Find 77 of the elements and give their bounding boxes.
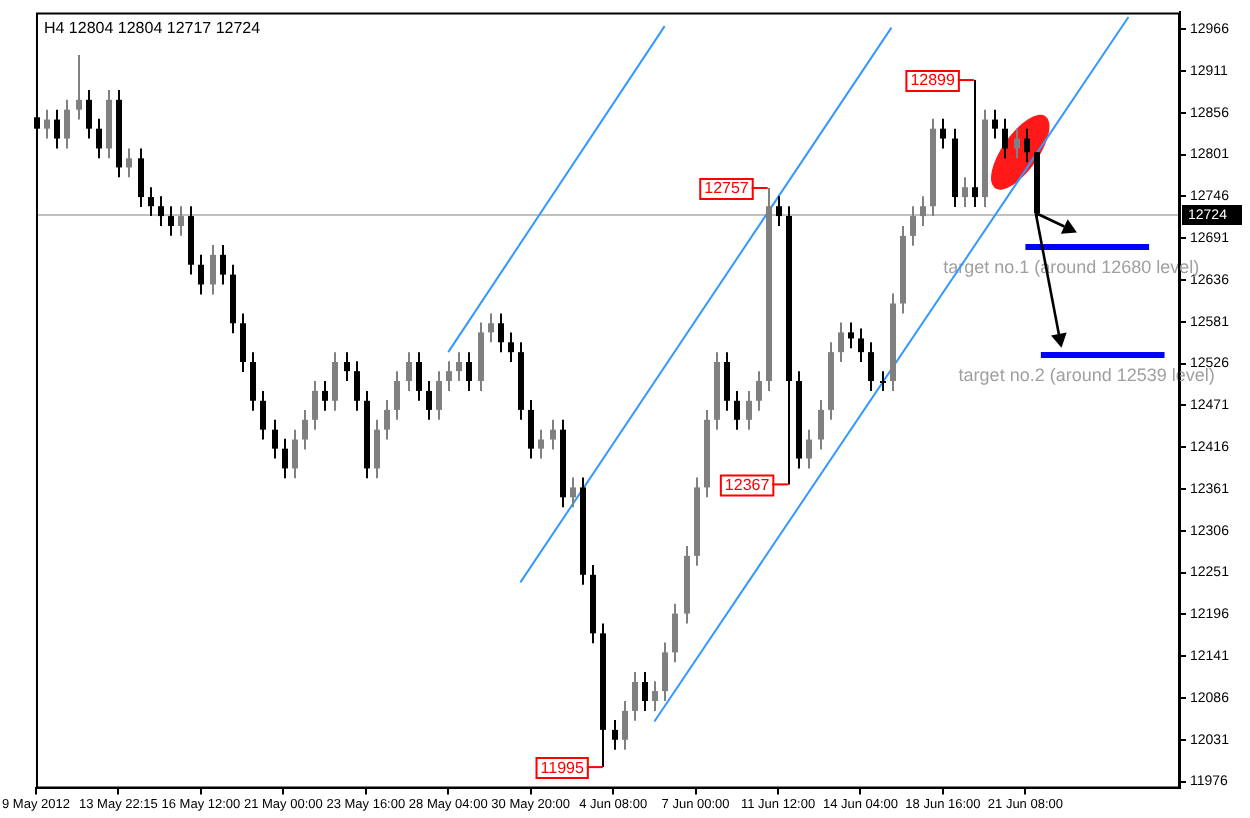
candlestick — [282, 437, 288, 480]
candlestick — [292, 428, 298, 480]
candlestick — [394, 370, 400, 421]
candlestick — [158, 195, 164, 227]
candlestick — [446, 360, 452, 392]
candlestick — [776, 195, 782, 227]
candlestick — [332, 351, 338, 412]
candlestick — [250, 351, 256, 412]
candlestick — [344, 351, 350, 383]
candlestick — [858, 327, 864, 364]
candlestick — [384, 399, 390, 441]
candlestick — [1002, 117, 1008, 160]
candlestick — [838, 321, 844, 364]
candlestick — [54, 108, 60, 150]
candlestick — [374, 418, 380, 480]
candlestick — [642, 671, 648, 712]
candlestick — [178, 205, 184, 237]
candlestick — [672, 602, 678, 664]
candlestick — [962, 176, 968, 208]
candlestick — [96, 117, 102, 160]
candlestick — [622, 700, 628, 751]
candlestick — [488, 312, 494, 344]
candlestick — [354, 360, 360, 412]
candlestick — [724, 351, 730, 412]
candlestick — [880, 370, 886, 392]
candlestick — [168, 205, 174, 237]
candlestick — [240, 312, 246, 373]
candlestick — [76, 53, 82, 121]
candlestick — [612, 719, 618, 751]
candlestick — [322, 380, 328, 412]
candlestick — [498, 312, 504, 354]
candlestick — [508, 331, 514, 364]
candlestick — [126, 147, 132, 179]
candlestick — [910, 205, 916, 247]
candlestick — [210, 243, 216, 296]
candlestick — [662, 641, 668, 702]
candlestick — [220, 243, 226, 286]
candlestick — [848, 321, 854, 350]
candlestick — [806, 428, 812, 470]
candlestick — [756, 370, 762, 412]
candlestick — [528, 399, 534, 460]
candlestick — [406, 351, 412, 392]
candlestick — [746, 389, 752, 431]
candlestick — [818, 399, 824, 451]
candlestick — [734, 389, 740, 431]
candlestick — [1024, 127, 1030, 164]
candlestick — [272, 418, 278, 460]
candlestick — [920, 195, 926, 227]
candlestick — [86, 88, 92, 140]
annotation: 11995 — [540, 758, 585, 777]
annotation: 12899 — [910, 71, 956, 90]
candlestick — [1014, 127, 1020, 160]
candlestick — [538, 428, 544, 460]
candlestick — [466, 351, 472, 392]
candlestick — [312, 380, 318, 431]
candlestick — [868, 341, 874, 392]
candlestick — [44, 108, 50, 140]
candlestick — [436, 370, 442, 421]
candlestick — [972, 79, 978, 208]
candlestick — [992, 108, 998, 140]
candlestick — [260, 389, 266, 441]
candlestick — [64, 98, 70, 150]
candlestick — [570, 476, 576, 509]
candlestick — [416, 351, 422, 402]
annotation: 12367 — [724, 475, 771, 494]
candlestick — [138, 147, 144, 208]
annotation: 12757 — [704, 179, 750, 198]
chart-title: H4 12804 12804 12717 12724 — [43, 18, 262, 37]
candlestick — [632, 671, 638, 722]
candlestick — [550, 418, 556, 451]
candlestick — [652, 680, 658, 712]
candlestick — [426, 380, 432, 421]
candlestick — [302, 408, 308, 451]
candlestick — [456, 351, 462, 383]
candlestick — [198, 253, 204, 296]
candlestick — [148, 186, 154, 218]
candlestick — [940, 117, 946, 150]
